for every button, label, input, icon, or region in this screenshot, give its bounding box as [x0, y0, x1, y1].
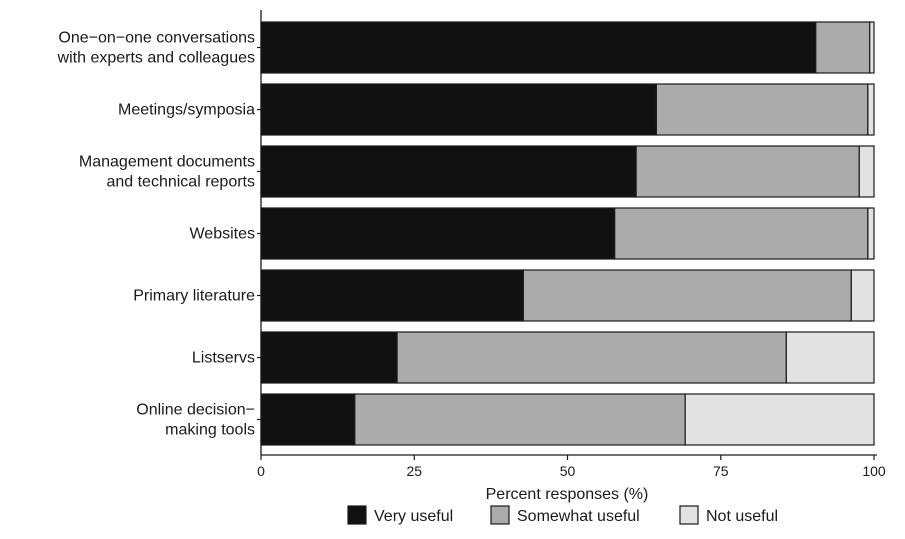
bar-very-useful-1 — [260, 21, 817, 74]
category-label-line: Primary literature — [133, 288, 255, 305]
bar-not-useful-2 — [867, 83, 875, 136]
category-label: Management documents and technical report… — [79, 154, 255, 191]
category-label-line: Online decision− — [136, 402, 255, 419]
category-label: Websites — [189, 226, 255, 243]
category-label: Primary literature — [133, 288, 255, 305]
x-tick-label: 75 — [713, 463, 729, 479]
bars-group — [260, 21, 875, 446]
category-labels: One−on−one conversations with experts and… — [57, 30, 261, 439]
x-axis-title: Percent responses (%) — [486, 486, 649, 503]
category-label: Listservs — [192, 350, 255, 367]
bar-not-useful-7 — [684, 393, 875, 446]
x-tick-label: 100 — [862, 463, 886, 479]
category-label-line: Websites — [189, 226, 255, 243]
legend-label-not-useful: Not useful — [706, 508, 778, 525]
bar-very-useful-2 — [260, 83, 657, 136]
category-label-line: Meetings/symposia — [118, 102, 255, 119]
legend-label-somewhat-useful: Somewhat useful — [517, 508, 640, 525]
bar-somewhat-useful-1 — [815, 21, 871, 74]
bar-not-useful-3 — [858, 145, 875, 198]
category-label-line: Listservs — [192, 350, 255, 367]
legend-swatch-somewhat-useful — [490, 505, 510, 525]
bar-very-useful-5 — [260, 269, 524, 322]
legend-swatch-very-useful — [347, 505, 367, 525]
bar-very-useful-7 — [260, 393, 356, 446]
category-label-line: making tools — [165, 422, 255, 439]
bar-somewhat-useful-3 — [635, 145, 860, 198]
legend: Very useful Somewhat useful Not useful — [347, 505, 778, 525]
legend-swatch-not-useful — [679, 505, 699, 525]
category-label: Online decision− making tools — [136, 402, 255, 439]
bar-somewhat-useful-4 — [614, 207, 869, 260]
x-tick-label: 0 — [257, 463, 265, 479]
category-label: One−on−one conversations with experts and… — [57, 30, 255, 67]
bar-very-useful-3 — [260, 145, 637, 198]
category-label-line: with experts and colleagues — [57, 50, 255, 67]
category-label: Meetings/symposia — [118, 102, 255, 119]
bar-somewhat-useful-6 — [396, 331, 787, 384]
x-tick-label: 50 — [560, 463, 576, 479]
x-tick-label: 25 — [406, 463, 422, 479]
bar-not-useful-1 — [869, 21, 875, 74]
legend-label-very-useful: Very useful — [374, 508, 453, 525]
bar-very-useful-6 — [260, 331, 398, 384]
x-axis-ticks: 0 25 50 75 100 — [257, 455, 886, 479]
bar-somewhat-useful-2 — [655, 83, 869, 136]
category-label-line: Management documents — [79, 154, 255, 171]
bar-very-useful-4 — [260, 207, 616, 260]
bar-somewhat-useful-5 — [522, 269, 852, 322]
bar-not-useful-5 — [850, 269, 875, 322]
bar-somewhat-useful-7 — [354, 393, 686, 446]
bar-not-useful-4 — [867, 207, 875, 260]
category-label-line: and technical reports — [106, 174, 255, 191]
category-label-line: One−on−one conversations — [58, 30, 255, 47]
bar-not-useful-6 — [785, 331, 875, 384]
